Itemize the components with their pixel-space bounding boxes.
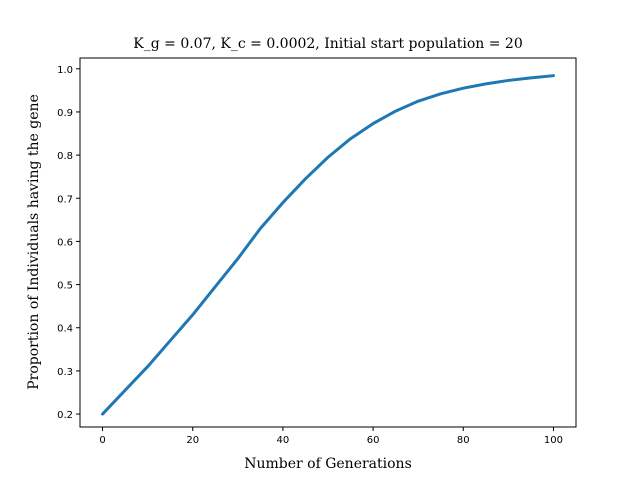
series-line [101,74,555,416]
y-tick-label: 0.9 [57,108,73,119]
x-axis-label: Number of Generations [244,456,412,472]
y-tick-label: 0.2 [57,410,73,421]
x-tick-label: 0 [99,435,105,446]
y-tick-label: 0.4 [57,324,73,335]
series-layer [101,74,555,416]
y-tick-label: 0.3 [57,367,73,378]
ticks-layer: 0 20 40 60 80 100 0.2 0.3 0.4 0.5 0.6 0.7 0.8 0.9 1.0 [57,65,563,446]
plot-area: 0 20 40 60 80 100 0.2 0.3 0.4 0.5 0.6 0.7 0.8 0.9 1.0 [57,57,577,446]
x-tick-label: 80 [457,435,470,446]
y-tick-label: 0.5 [57,281,73,292]
y-axis-label: Proportion of Individuals having the gen… [26,94,42,390]
x-tick-label: 40 [277,435,290,446]
x-tick-label: 60 [367,435,380,446]
y-tick-label: 0.7 [57,194,73,205]
axes-frame [79,57,577,428]
y-tick-label: 1.0 [57,65,73,76]
chart-title: K_g = 0.07, K_c = 0.0002, Initial start … [133,36,522,52]
x-tick-label: 20 [186,435,199,446]
y-tick-label: 0.8 [57,151,73,162]
x-tick-label: 100 [544,435,563,446]
y-tick-label: 0.6 [57,237,73,248]
